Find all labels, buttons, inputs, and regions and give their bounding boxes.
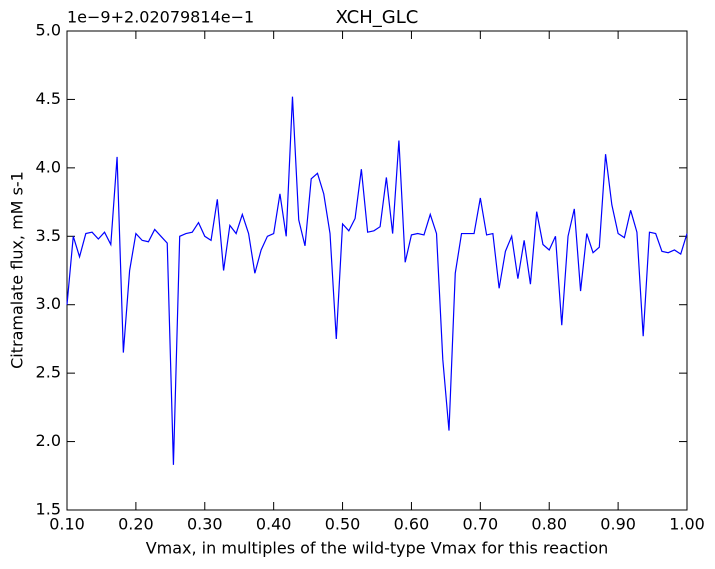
x-tick-label: 0.70 — [463, 515, 499, 534]
y-tick-label: 3.5 — [36, 226, 61, 245]
x-tick-label: 0.60 — [394, 515, 430, 534]
offset-text: 1e−9+2.02079814e−1 — [67, 8, 254, 27]
x-tick-label: 1.00 — [669, 515, 705, 534]
x-tick-label: 0.20 — [118, 515, 154, 534]
x-tick-label: 0.30 — [187, 515, 223, 534]
x-axis-label: Vmax, in multiples of the wild-type Vmax… — [146, 539, 609, 558]
y-tick-label: 2.5 — [36, 363, 61, 382]
y-tick-label: 5.0 — [36, 21, 61, 40]
x-tick-label: 0.80 — [531, 515, 567, 534]
y-tick-label: 3.0 — [36, 294, 61, 313]
y-axis-label: Citramalate flux, mM s-1 — [8, 171, 27, 369]
plot-frame — [66, 30, 688, 511]
x-tick-label: 0.50 — [325, 515, 361, 534]
x-tick-label: 0.90 — [600, 515, 636, 534]
x-tick-label: 0.40 — [256, 515, 292, 534]
y-tick-label: 4.5 — [36, 89, 61, 108]
y-tick-label: 1.5 — [36, 500, 61, 519]
x-tick-label: 0.10 — [49, 515, 85, 534]
y-tick-label: 4.0 — [36, 157, 61, 176]
chart-title: XCH_GLC — [336, 7, 419, 28]
data-line — [66, 96, 688, 465]
y-tick-label: 2.0 — [36, 431, 61, 450]
